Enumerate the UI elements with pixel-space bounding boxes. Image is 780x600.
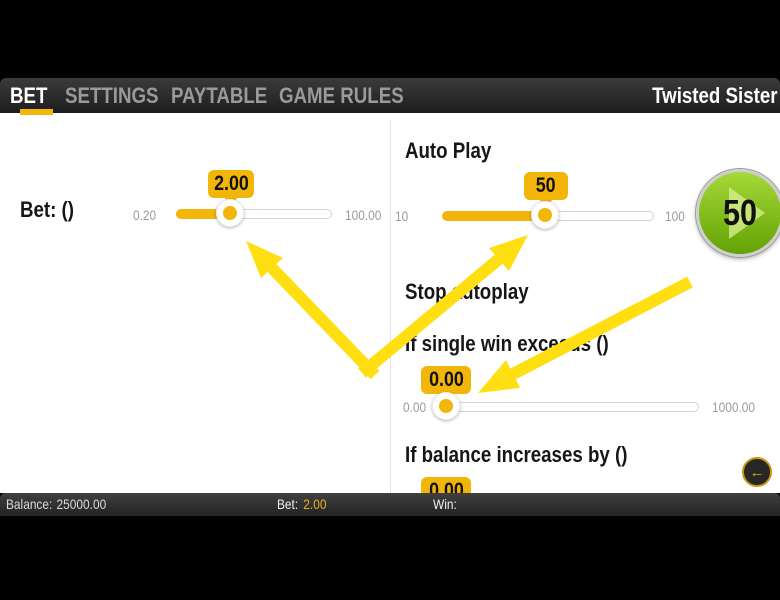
bet-status: Bet: 2.00: [277, 493, 335, 516]
back-arrow-icon: ←: [749, 463, 765, 481]
start-autoplay-count: 50: [722, 192, 758, 233]
bet-label: Bet: (): [20, 197, 75, 222]
status-bar: Balance: 25000.00 Bet: 2.00 Win:: [0, 493, 780, 516]
tab-bet-label: BET: [10, 83, 48, 108]
single-win-value-badge: 0.00: [421, 366, 471, 394]
tab-game-rules[interactable]: GAME RULES: [279, 78, 426, 113]
single-win-label: If single win exceeds (): [405, 331, 609, 356]
autoplay-heading: Auto Play: [405, 138, 492, 163]
active-tab-underline: [20, 109, 53, 115]
autoplay-slider-min-label: 10: [395, 208, 409, 224]
tab-bet[interactable]: BET: [10, 78, 54, 115]
tab-settings[interactable]: SETTINGS: [65, 78, 175, 113]
game-title: Twisted Sister: [652, 83, 778, 108]
bet-slider-track[interactable]: [176, 209, 332, 219]
balance-status: Balance: 25000.00: [6, 493, 124, 516]
column-divider: [390, 120, 391, 493]
tab-game-rules-label: GAME RULES: [279, 83, 404, 108]
single-win-slider-track[interactable]: [433, 402, 699, 412]
balance-increase-label: If balance increases by (): [405, 442, 628, 467]
win-status-label: Win:: [433, 496, 457, 512]
top-nav-bar: BET SETTINGS PAYTABLE GAME RULES Twisted…: [0, 78, 780, 115]
tab-paytable-label: PAYTABLE: [171, 83, 268, 108]
bet-slider-max-label: 100.00: [345, 207, 382, 223]
bet-slider-handle[interactable]: [216, 199, 244, 227]
win-status: Win:: [433, 493, 461, 516]
settings-content: Bet: () 0.20 100.00 2.00 Auto Play 10 10…: [0, 113, 780, 493]
balance-increase-value-badge: 0.00: [421, 477, 471, 493]
stop-autoplay-heading: Stop autoplay: [405, 279, 529, 304]
play-icon: [729, 187, 765, 239]
balance-label: Balance:: [6, 496, 53, 512]
autoplay-value-badge: 50: [524, 172, 568, 200]
bet-slider-handle-dot: [223, 206, 237, 220]
bet-status-value: 2.00: [303, 496, 327, 512]
bet-slider-min-label: 0.20: [133, 207, 157, 223]
single-win-slider-max-label: 1000.00: [712, 399, 756, 415]
single-win-slider-handle-dot: [439, 399, 453, 413]
single-win-slider-handle[interactable]: [432, 392, 460, 420]
back-button[interactable]: ←: [742, 457, 772, 487]
bet-value-badge: 2.00: [208, 170, 254, 198]
balance-value: 25000.00: [56, 496, 107, 512]
bet-status-label: Bet:: [277, 496, 299, 512]
autoplay-slider-handle-dot: [538, 208, 552, 222]
autoplay-slider-max-label: 100: [665, 208, 685, 224]
single-win-slider-min-label: 0.00: [403, 399, 427, 415]
autoplay-slider-handle[interactable]: [531, 201, 559, 229]
tab-settings-label: SETTINGS: [65, 83, 159, 108]
start-autoplay-button[interactable]: 50: [696, 169, 780, 257]
tab-paytable[interactable]: PAYTABLE: [171, 78, 284, 113]
